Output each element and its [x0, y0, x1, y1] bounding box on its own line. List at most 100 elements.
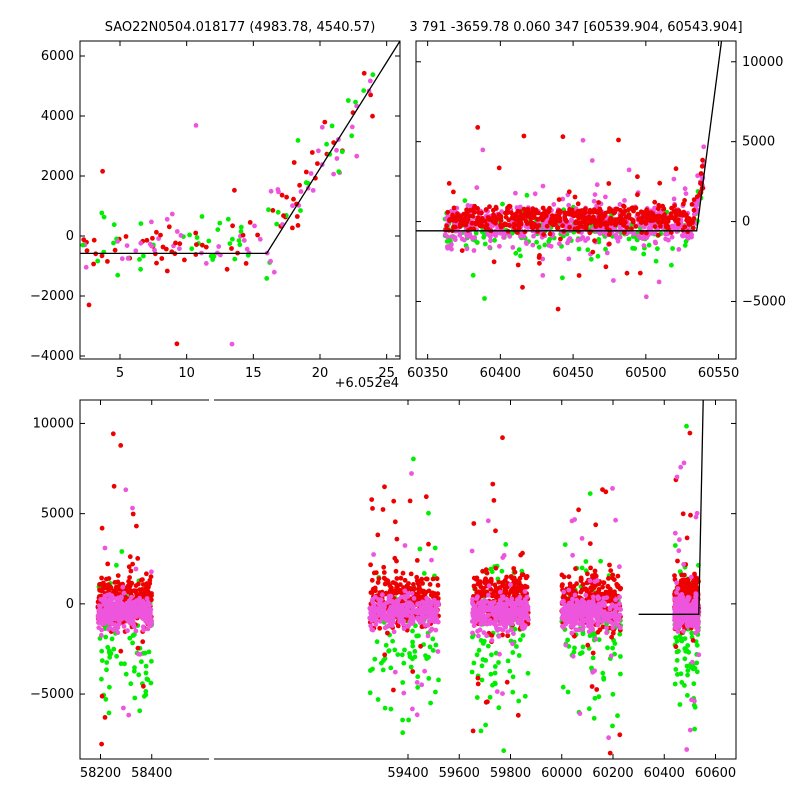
data-point	[236, 238, 242, 244]
data-point	[534, 224, 540, 230]
data-point	[587, 541, 593, 546]
data-point	[154, 229, 159, 235]
data-point	[308, 171, 314, 176]
data-point	[297, 182, 302, 188]
data-point	[629, 226, 634, 232]
data-point	[382, 484, 387, 490]
data-point	[428, 700, 433, 706]
data-point	[370, 607, 375, 613]
data-point	[367, 690, 373, 696]
data-point	[203, 244, 209, 250]
data-point	[123, 671, 129, 677]
data-point	[678, 464, 684, 470]
data-point	[174, 341, 180, 347]
data-point	[514, 205, 520, 211]
data-point	[518, 253, 523, 259]
data-point	[418, 643, 423, 649]
data-point	[445, 245, 450, 251]
data-point	[516, 588, 522, 594]
data-point	[498, 610, 504, 615]
data-point	[298, 208, 303, 213]
data-point	[587, 578, 593, 584]
data-point	[524, 192, 530, 198]
data-point	[586, 214, 592, 220]
data-point	[488, 238, 493, 244]
data-point	[443, 232, 448, 238]
data-point	[99, 588, 105, 594]
data-point	[615, 238, 621, 244]
data-point	[616, 137, 621, 143]
data-point	[660, 217, 666, 223]
data-point	[187, 232, 193, 238]
data-point	[130, 601, 136, 607]
data-point	[309, 150, 315, 155]
data-point	[597, 627, 603, 633]
data-point	[570, 596, 575, 602]
data-point	[598, 609, 604, 614]
data-point	[379, 592, 385, 598]
data-point	[560, 615, 566, 621]
data-point	[276, 189, 281, 195]
data-point	[370, 599, 375, 605]
data-point	[229, 246, 234, 251]
data-point	[369, 577, 375, 583]
data-point	[415, 674, 421, 680]
y-tick-label: −4000	[30, 349, 74, 364]
data-point	[536, 244, 542, 250]
data-point	[563, 621, 569, 627]
data-point	[369, 497, 375, 502]
data-point	[470, 600, 475, 606]
zoom-points	[80, 41, 400, 347]
data-point	[671, 196, 677, 202]
data-point	[401, 626, 407, 632]
data-point	[688, 574, 694, 580]
data-point	[148, 680, 154, 686]
data-point	[398, 606, 404, 612]
data-point	[315, 161, 320, 167]
data-point	[86, 302, 92, 308]
data-point	[516, 653, 522, 658]
data-point	[370, 627, 376, 633]
data-point	[511, 566, 517, 571]
data-point	[322, 119, 328, 125]
full-panel: 58200 58400 59400 59600 59800 60000 60200 60400…	[30, 396, 737, 781]
data-point	[655, 246, 660, 252]
data-point	[682, 224, 688, 230]
data-point	[569, 217, 574, 223]
x-tick-label: 5	[116, 366, 124, 381]
data-point	[693, 576, 698, 582]
data-point	[433, 689, 438, 695]
data-point	[232, 256, 238, 262]
data-point	[653, 240, 658, 246]
data-point	[561, 574, 567, 580]
data-point	[569, 518, 575, 524]
data-point	[556, 197, 562, 203]
data-point	[136, 581, 141, 587]
data-point	[487, 244, 493, 250]
data-point	[173, 240, 178, 246]
data-point	[487, 204, 492, 210]
data-point	[577, 711, 583, 716]
data-point	[672, 530, 678, 536]
data-point	[370, 506, 375, 511]
data-point	[595, 253, 601, 259]
data-point	[414, 574, 420, 580]
data-point	[430, 648, 436, 653]
data-point	[501, 618, 507, 624]
data-point	[587, 210, 593, 215]
data-point	[111, 646, 117, 652]
data-point	[118, 608, 124, 614]
data-point	[572, 615, 577, 621]
data-point	[510, 674, 516, 680]
data-point	[583, 592, 589, 598]
data-point	[500, 596, 505, 601]
data-point	[574, 213, 580, 219]
data-point	[617, 220, 623, 226]
data-point	[503, 612, 508, 618]
data-point	[407, 498, 413, 504]
data-point	[107, 608, 113, 614]
data-point	[479, 210, 484, 216]
data-point	[131, 668, 137, 674]
data-point	[118, 648, 124, 654]
